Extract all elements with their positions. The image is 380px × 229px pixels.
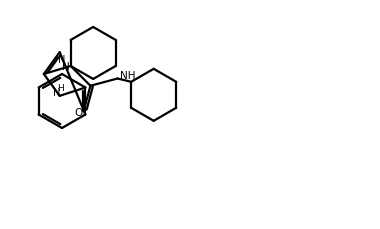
Text: N: N: [58, 55, 65, 65]
Text: NH: NH: [120, 70, 135, 80]
Text: N: N: [62, 62, 70, 72]
Text: O: O: [74, 107, 82, 117]
Text: N: N: [53, 87, 60, 97]
Text: H: H: [57, 84, 64, 93]
